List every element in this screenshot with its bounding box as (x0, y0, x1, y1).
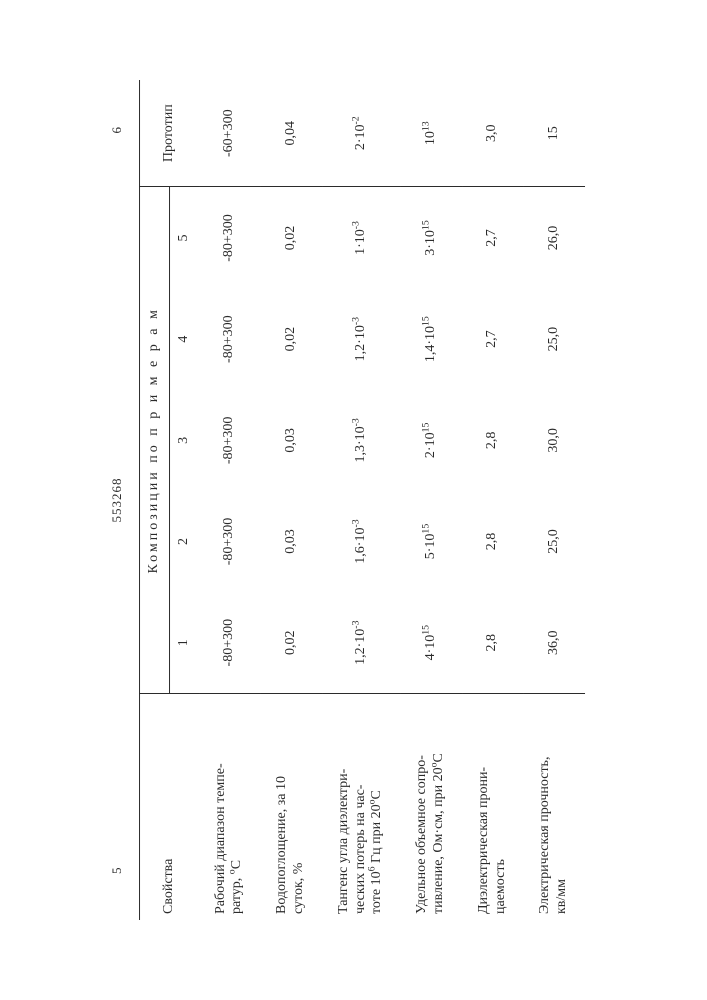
value-cell: 1,2·10-3 (322, 289, 400, 390)
value-cell: -80+300 (199, 187, 261, 289)
prototype-cell: 2·10-2 (322, 80, 400, 187)
value-cell: 0,03 (260, 390, 322, 491)
value-cell: 2,8 (462, 592, 524, 694)
value-cell: 3·1015 (400, 187, 462, 289)
property-label: Тангенс угла диэлектри-ческих потерь на … (322, 694, 400, 920)
col-1-header: 1 (169, 592, 198, 694)
value-cell: 5·1015 (400, 491, 462, 592)
col-2-header: 2 (169, 491, 198, 592)
value-cell: 2,7 (462, 289, 524, 390)
value-cell: -80+300 (199, 390, 261, 491)
property-label: Рабочий диапазон темпе-ратур, оС (199, 694, 261, 920)
table-row: Электрическая прочность,кв/мм36,025,030,… (523, 80, 585, 920)
doc-header: 5 553268 6 (109, 80, 133, 920)
page-number-left: 5 (109, 867, 125, 875)
value-cell: 2·1015 (400, 390, 462, 491)
table-row: Водопоглощение, за 10суток, %0,020,030,0… (260, 80, 322, 920)
col-3-header: 3 (169, 390, 198, 491)
value-cell: 0,02 (260, 592, 322, 694)
value-cell: 0,02 (260, 187, 322, 289)
property-label: Диэлектрическая прони-цаемость (462, 694, 524, 920)
table-row: Диэлектрическая прони-цаемость2,82,82,82… (462, 80, 524, 920)
property-label: Водопоглощение, за 10суток, % (260, 694, 322, 920)
col-4-header: 4 (169, 289, 198, 390)
value-cell: 30,0 (523, 390, 585, 491)
table-row: Рабочий диапазон темпе-ратур, оС-80+300-… (199, 80, 261, 920)
value-cell: -80+300 (199, 289, 261, 390)
property-label: Удельное объемное сопро-тивление, Ом·см,… (400, 694, 462, 920)
value-cell: 4·1015 (400, 592, 462, 694)
prototype-cell: 15 (523, 80, 585, 187)
value-cell: 25,0 (523, 491, 585, 592)
document-number: 553268 (109, 478, 125, 523)
col-5-header: 5 (169, 187, 198, 289)
property-label: Электрическая прочность,кв/мм (523, 694, 585, 920)
table-row: Удельное объемное сопро-тивление, Ом·см,… (400, 80, 462, 920)
header-row-1: Свойства Композиции по п р и м е р а м П… (140, 80, 170, 920)
table-body: Рабочий диапазон темпе-ратур, оС-80+300-… (199, 80, 585, 920)
rotated-content: 5 553268 6 Свойства Композиции по п р и … (81, 40, 625, 960)
page: 5 553268 6 Свойства Композиции по п р и … (0, 0, 707, 1000)
value-cell: 2,8 (462, 390, 524, 491)
prototype-cell: 3,0 (462, 80, 524, 187)
value-cell: 2,8 (462, 491, 524, 592)
value-cell: 1,6·10-3 (322, 491, 400, 592)
value-cell: 2,7 (462, 187, 524, 289)
value-cell: 0,03 (260, 491, 322, 592)
sheet: 5 553268 6 Свойства Композиции по п р и … (81, 40, 625, 960)
col-group-header: Композиции по п р и м е р а м (140, 187, 170, 694)
value-cell: 36,0 (523, 592, 585, 694)
table-head: Свойства Композиции по п р и м е р а м П… (140, 80, 199, 920)
value-cell: 0,02 (260, 289, 322, 390)
table-row: Тангенс угла диэлектри-ческих потерь на … (322, 80, 400, 920)
prototype-cell: 0,04 (260, 80, 322, 187)
value-cell: -80+300 (199, 491, 261, 592)
value-cell: 1,4·1015 (400, 289, 462, 390)
col-properties-header: Свойства (140, 694, 199, 920)
value-cell: -80+300 (199, 592, 261, 694)
page-number-right: 6 (109, 126, 125, 134)
properties-table: Свойства Композиции по п р и м е р а м П… (139, 80, 585, 920)
value-cell: 26,0 (523, 187, 585, 289)
value-cell: 1,2·10-3 (322, 592, 400, 694)
prototype-cell: -60+300 (199, 80, 261, 187)
prototype-cell: 1013 (400, 80, 462, 187)
value-cell: 1·10-3 (322, 187, 400, 289)
col-prototype-header: Прототип (140, 80, 199, 187)
value-cell: 25,0 (523, 289, 585, 390)
value-cell: 1,3·10-3 (322, 390, 400, 491)
